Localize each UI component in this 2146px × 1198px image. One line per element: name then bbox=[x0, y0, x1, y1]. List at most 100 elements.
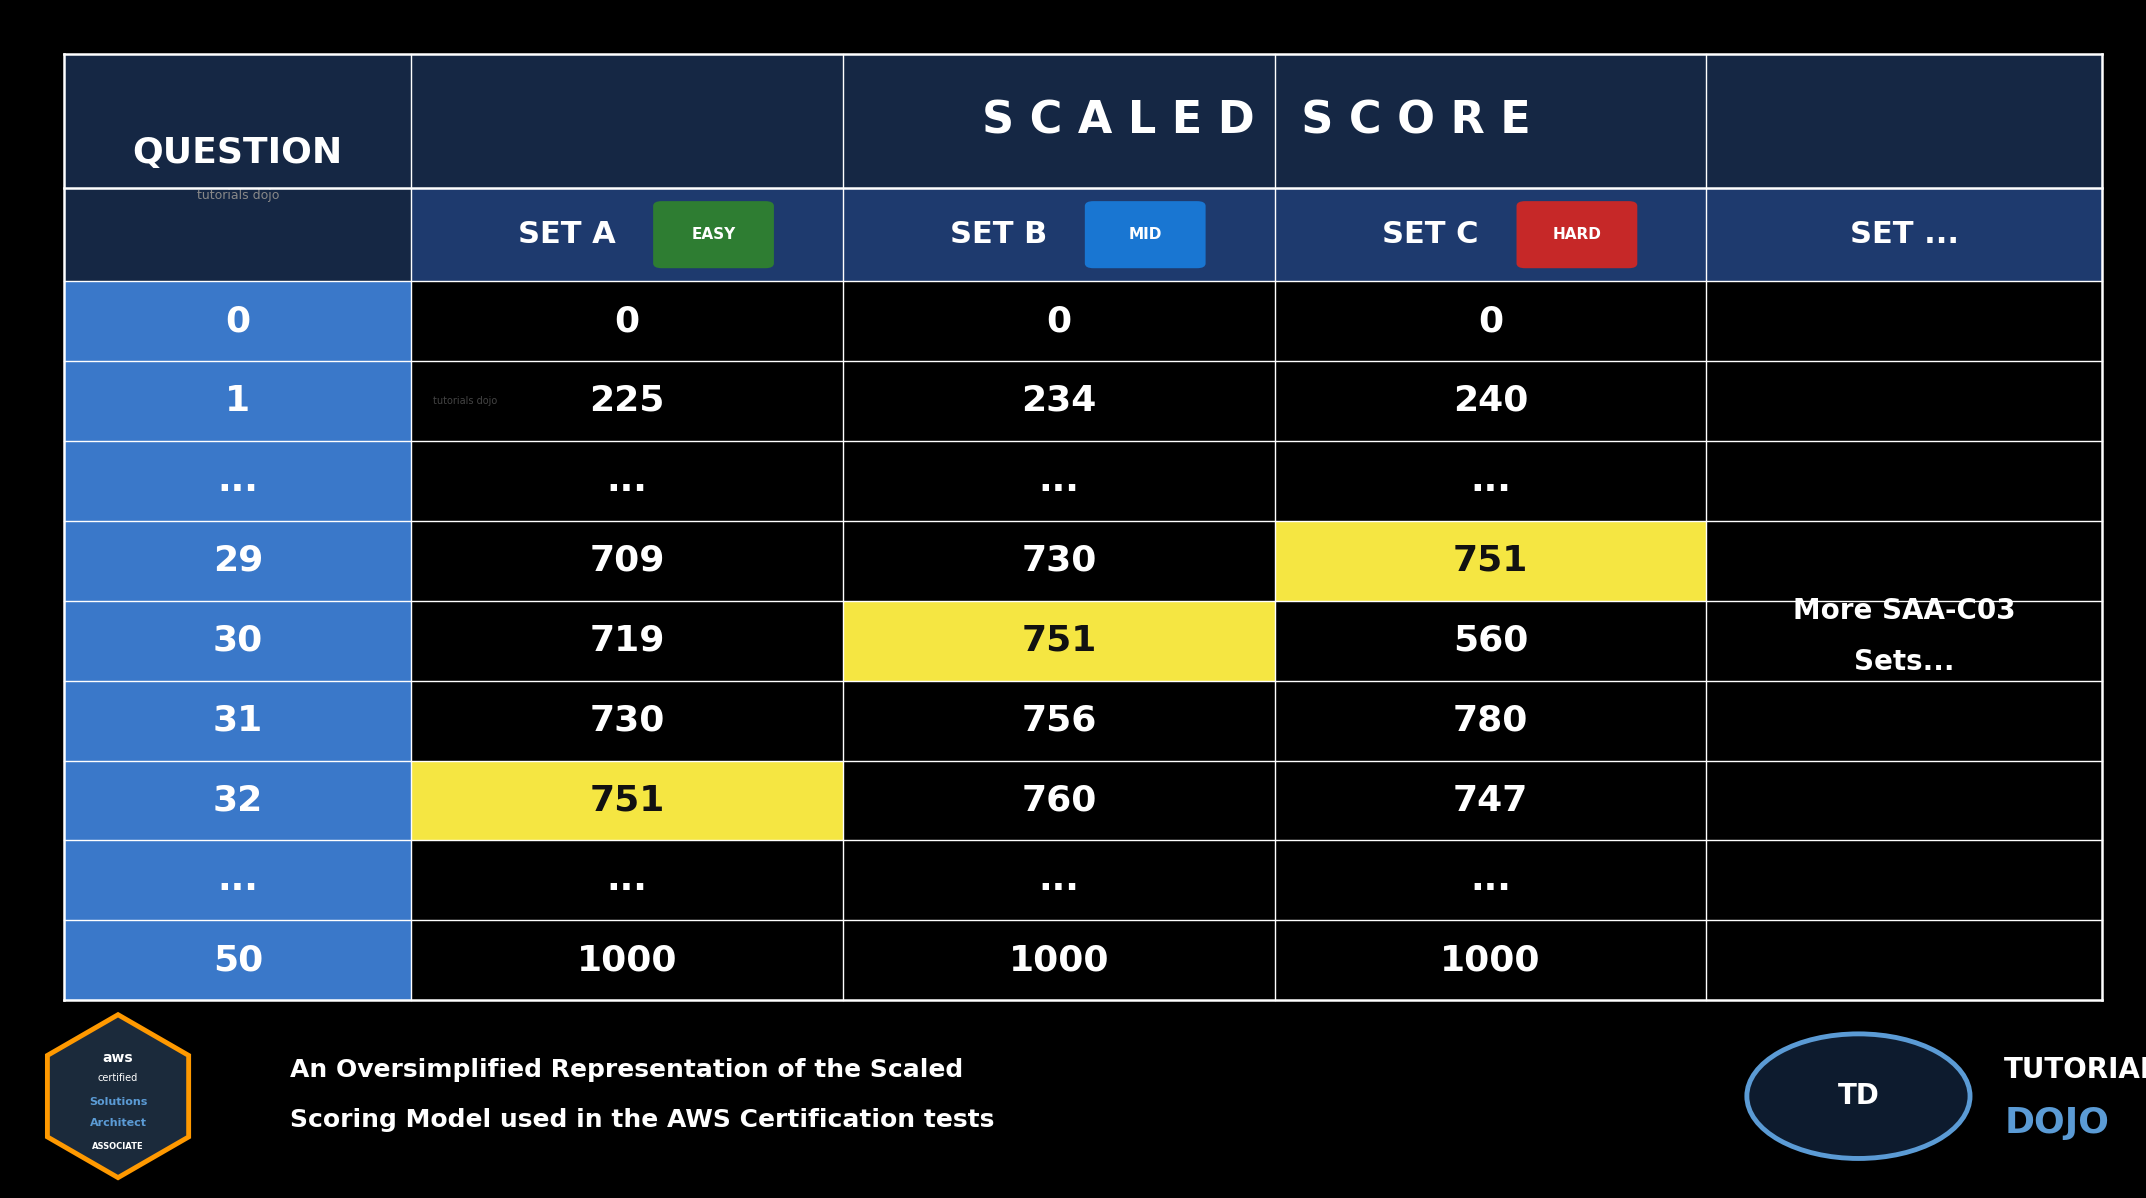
Bar bbox=[1706, 920, 2101, 1000]
Bar bbox=[843, 282, 1275, 361]
Text: 1000: 1000 bbox=[577, 943, 678, 978]
Text: 32: 32 bbox=[212, 783, 264, 817]
Text: 0: 0 bbox=[614, 304, 640, 338]
Bar bbox=[1275, 361, 1706, 441]
Bar bbox=[412, 761, 843, 841]
Bar bbox=[412, 282, 843, 361]
Text: certified: certified bbox=[99, 1073, 137, 1083]
Bar bbox=[64, 920, 412, 1000]
Text: 747: 747 bbox=[1453, 783, 1528, 817]
Bar bbox=[412, 521, 843, 600]
Circle shape bbox=[1747, 1034, 1970, 1158]
Text: ...: ... bbox=[1470, 464, 1511, 498]
Bar bbox=[843, 680, 1275, 761]
Text: 760: 760 bbox=[1021, 783, 1097, 817]
FancyBboxPatch shape bbox=[1086, 201, 1206, 268]
Text: ...: ... bbox=[607, 464, 648, 498]
Text: An Oversimplified Representation of the Scaled: An Oversimplified Representation of the … bbox=[290, 1058, 964, 1082]
Text: 1000: 1000 bbox=[1009, 943, 1109, 978]
Text: S C A L E D   S C O R E: S C A L E D S C O R E bbox=[983, 99, 1530, 143]
Text: 1: 1 bbox=[225, 383, 251, 418]
Text: aws: aws bbox=[103, 1051, 133, 1065]
Text: 1000: 1000 bbox=[1440, 943, 1541, 978]
Bar bbox=[843, 188, 1275, 282]
Bar bbox=[64, 282, 412, 361]
Bar bbox=[64, 54, 412, 282]
Text: 709: 709 bbox=[590, 544, 665, 577]
Bar bbox=[1275, 761, 1706, 841]
Bar bbox=[1706, 521, 2101, 600]
FancyBboxPatch shape bbox=[652, 201, 775, 268]
Bar bbox=[1275, 441, 1706, 521]
Bar bbox=[1275, 680, 1706, 761]
Bar bbox=[64, 680, 412, 761]
Text: ...: ... bbox=[607, 864, 648, 897]
Bar bbox=[843, 600, 1275, 680]
Text: EASY: EASY bbox=[691, 228, 736, 242]
Bar bbox=[1706, 761, 2101, 841]
Text: 225: 225 bbox=[590, 383, 665, 418]
Text: 756: 756 bbox=[1021, 703, 1097, 738]
Text: TD: TD bbox=[1837, 1082, 1880, 1111]
Bar bbox=[64, 761, 412, 841]
Text: 240: 240 bbox=[1453, 383, 1528, 418]
Bar bbox=[1706, 841, 2101, 920]
Text: SET A: SET A bbox=[517, 220, 616, 249]
Bar bbox=[1706, 600, 2101, 680]
Text: tutorials dojo: tutorials dojo bbox=[433, 395, 498, 406]
Text: 730: 730 bbox=[590, 703, 665, 738]
Bar bbox=[412, 841, 843, 920]
Text: SET ...: SET ... bbox=[1850, 220, 1959, 249]
Text: QUESTION: QUESTION bbox=[133, 137, 343, 170]
Text: DOJO: DOJO bbox=[2004, 1106, 2110, 1139]
Text: 730: 730 bbox=[1021, 544, 1097, 577]
Text: TUTORIALS: TUTORIALS bbox=[2004, 1055, 2146, 1084]
Text: 29: 29 bbox=[212, 544, 264, 577]
Bar bbox=[1706, 441, 2101, 521]
Text: ...: ... bbox=[1470, 864, 1511, 897]
Text: ...: ... bbox=[217, 464, 258, 498]
Bar bbox=[64, 521, 412, 600]
Text: 751: 751 bbox=[1021, 624, 1097, 658]
Bar bbox=[1275, 841, 1706, 920]
Text: 780: 780 bbox=[1453, 703, 1528, 738]
Bar bbox=[1706, 282, 2101, 361]
Bar bbox=[843, 761, 1275, 841]
Bar bbox=[1275, 188, 1706, 282]
Bar bbox=[412, 680, 843, 761]
Text: tutorials dojo: tutorials dojo bbox=[197, 188, 279, 201]
Bar bbox=[64, 841, 412, 920]
Bar bbox=[412, 600, 843, 680]
Polygon shape bbox=[47, 1015, 189, 1178]
Text: ...: ... bbox=[1039, 864, 1079, 897]
Text: Sets...: Sets... bbox=[1854, 648, 1955, 676]
Bar bbox=[1706, 680, 2101, 761]
Bar bbox=[843, 361, 1275, 441]
Bar bbox=[64, 600, 412, 680]
Text: 751: 751 bbox=[1453, 544, 1528, 577]
Text: 30: 30 bbox=[212, 624, 264, 658]
Text: SET C: SET C bbox=[1382, 220, 1479, 249]
Bar bbox=[412, 920, 843, 1000]
Text: Scoring Model used in the AWS Certification tests: Scoring Model used in the AWS Certificat… bbox=[290, 1108, 994, 1132]
Bar bbox=[843, 841, 1275, 920]
Bar bbox=[1706, 188, 2101, 282]
Text: HARD: HARD bbox=[1552, 228, 1601, 242]
Text: 50: 50 bbox=[212, 943, 264, 978]
Text: Architect: Architect bbox=[90, 1118, 146, 1127]
Bar bbox=[1275, 600, 1706, 680]
Bar bbox=[843, 441, 1275, 521]
Text: More SAA-C03: More SAA-C03 bbox=[1792, 597, 2015, 624]
Text: 31: 31 bbox=[212, 703, 264, 738]
Bar bbox=[412, 188, 843, 282]
Bar bbox=[1275, 920, 1706, 1000]
Text: 560: 560 bbox=[1453, 624, 1528, 658]
Bar bbox=[1275, 521, 1706, 600]
Bar bbox=[64, 361, 412, 441]
Bar bbox=[412, 361, 843, 441]
Text: 751: 751 bbox=[590, 783, 665, 817]
Bar bbox=[1275, 282, 1706, 361]
FancyBboxPatch shape bbox=[1517, 201, 1637, 268]
Text: 0: 0 bbox=[1479, 304, 1502, 338]
Text: 0: 0 bbox=[225, 304, 251, 338]
